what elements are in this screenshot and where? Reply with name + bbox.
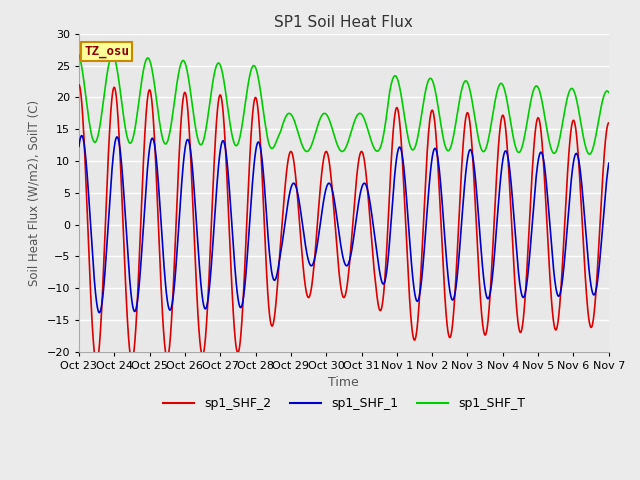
sp1_SHF_2 xyxy=(223,174,231,180)
sp1_SHF_1 xyxy=(605,160,612,166)
sp1_SHF_T xyxy=(75,52,83,58)
sp1_SHF_2 xyxy=(75,82,83,88)
Line: sp1_SHF_T: sp1_SHF_T xyxy=(79,55,609,154)
sp1_SHF_2 xyxy=(371,272,378,278)
sp1_SHF_T xyxy=(586,151,593,157)
sp1_SHF_1 xyxy=(371,234,379,240)
sp1_SHF_1 xyxy=(223,159,231,165)
sp1_SHF_T xyxy=(498,81,506,86)
X-axis label: Time: Time xyxy=(328,376,359,389)
sp1_SHF_2 xyxy=(359,152,367,157)
sp1_SHF_1 xyxy=(498,163,506,168)
sp1_SHF_1 xyxy=(75,144,83,149)
sp1_SHF_T xyxy=(223,96,230,102)
Legend: sp1_SHF_2, sp1_SHF_1, sp1_SHF_T: sp1_SHF_2, sp1_SHF_1, sp1_SHF_T xyxy=(157,392,530,415)
sp1_SHF_1 xyxy=(95,310,103,315)
sp1_SHF_T xyxy=(371,146,378,152)
Text: TZ_osu: TZ_osu xyxy=(84,45,129,58)
sp1_SHF_2 xyxy=(93,360,100,366)
sp1_SHF_T xyxy=(359,113,367,119)
sp1_SHF_1 xyxy=(559,277,566,283)
Line: sp1_SHF_2: sp1_SHF_2 xyxy=(79,85,609,363)
sp1_SHF_2 xyxy=(498,114,506,120)
sp1_SHF_1 xyxy=(360,181,367,187)
Line: sp1_SHF_1: sp1_SHF_1 xyxy=(79,136,609,312)
sp1_SHF_T xyxy=(605,90,612,96)
sp1_SHF_T xyxy=(558,124,566,130)
sp1_SHF_1 xyxy=(77,133,85,139)
sp1_SHF_2 xyxy=(573,136,580,142)
sp1_SHF_2 xyxy=(558,266,566,272)
Y-axis label: Soil Heat Flux (W/m2), SoilT (C): Soil Heat Flux (W/m2), SoilT (C) xyxy=(28,100,41,286)
sp1_SHF_T xyxy=(573,97,580,103)
Title: SP1 Soil Heat Flux: SP1 Soil Heat Flux xyxy=(275,15,413,30)
sp1_SHF_1 xyxy=(573,151,581,157)
sp1_SHF_2 xyxy=(605,120,612,126)
